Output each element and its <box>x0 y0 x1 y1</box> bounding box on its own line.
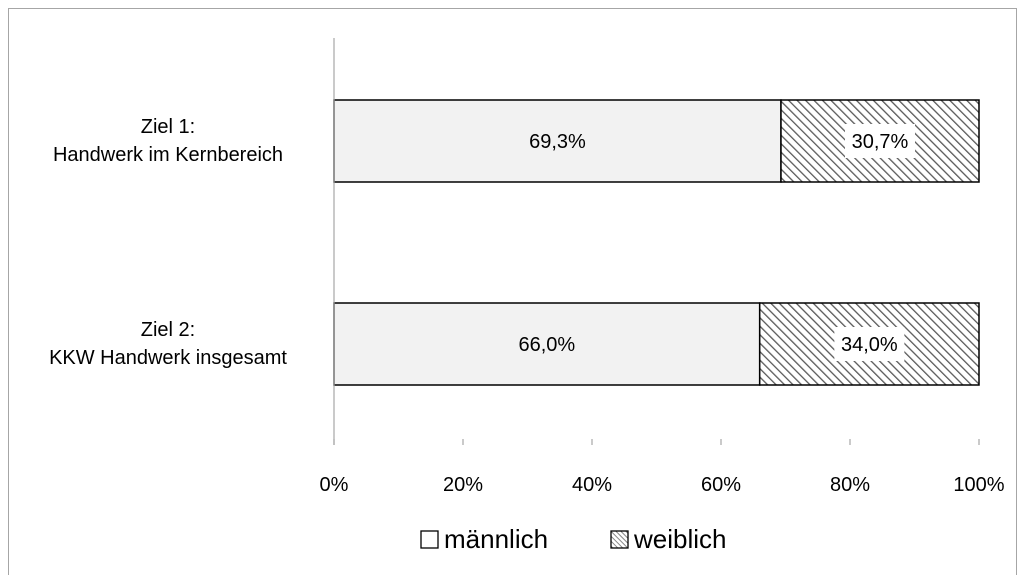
x-tick-label: 0% <box>320 474 349 496</box>
labels-layer: 69,3% 30,7% Ziel 1: Handwerk im Kernbereich… <box>49 116 915 369</box>
category-label: KKW Handwerk insgesamt <box>49 347 287 369</box>
data-label: 66,0% <box>518 334 575 356</box>
category-label: Ziel 1: <box>141 116 195 138</box>
x-tick-label: 80% <box>830 474 870 496</box>
bar-maennlich-1 <box>333 99 782 183</box>
legend-swatch <box>420 530 439 549</box>
data-label: 34,0% <box>841 334 898 356</box>
x-tick-label: 60% <box>701 474 741 496</box>
data-label-bg <box>844 124 915 158</box>
data-label-bg <box>834 327 905 361</box>
legend-label: weiblich <box>633 524 727 554</box>
bars-layer <box>333 99 980 386</box>
axis-layer: 0% 20% 40% 60% 80% 100% <box>320 38 1005 496</box>
bar-maennlich-2 <box>333 302 761 386</box>
legend-label: männlich <box>444 524 548 554</box>
data-label: 69,3% <box>529 131 586 153</box>
legend: männlich weiblich <box>420 524 727 554</box>
data-label: 30,7% <box>852 131 909 153</box>
legend-swatch <box>610 530 629 549</box>
chart-frame <box>8 8 1017 575</box>
category-label: Ziel 2: <box>141 319 195 341</box>
category-label: Handwerk im Kernbereich <box>53 144 283 166</box>
x-tick-label: 40% <box>572 474 612 496</box>
x-tick-label: 100% <box>953 474 1004 496</box>
x-tick-label: 20% <box>443 474 483 496</box>
